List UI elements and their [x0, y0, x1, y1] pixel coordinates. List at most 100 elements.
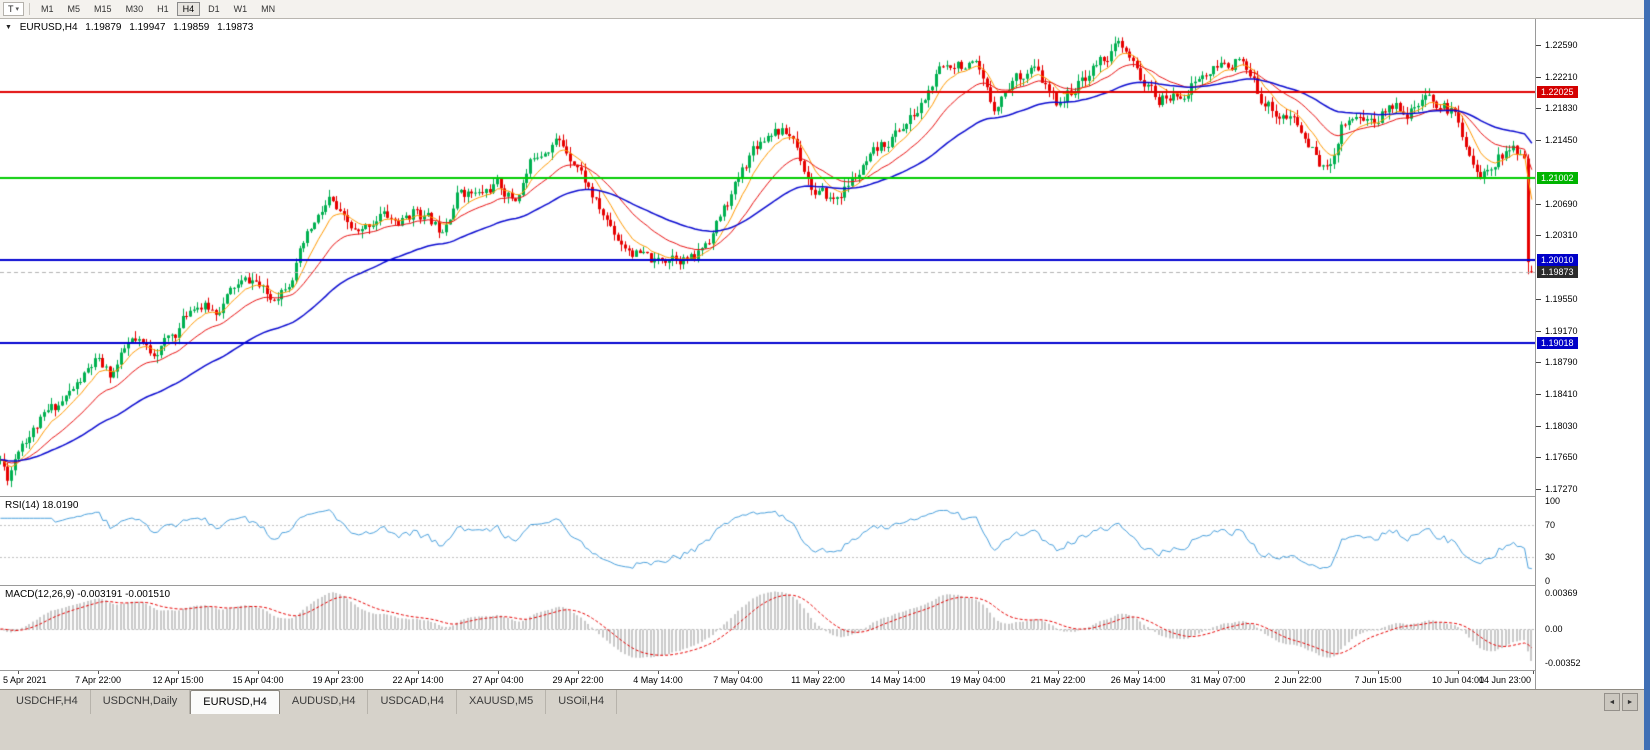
price-tick-label: 1.17650: [1545, 452, 1578, 462]
price-axis[interactable]: 1.22590 1.22210 1.21830 1.21450 1.20690 1.203…: [1535, 19, 1644, 689]
time-axis-tickmark: [1533, 671, 1534, 674]
window-border-right: [1644, 0, 1650, 750]
toolbar-separator: [29, 3, 31, 15]
timeframe-button-mn[interactable]: MN: [261, 4, 276, 14]
price-tick-label: 1.20310: [1545, 230, 1578, 240]
price-tick-label: 1.21830: [1545, 103, 1578, 113]
time-axis-tickmark: [1298, 671, 1299, 674]
time-axis-label: 14 May 14:00: [870, 675, 926, 685]
chart-tab-usoil-h4[interactable]: USOil,H4: [546, 690, 618, 714]
time-axis-tickmark: [578, 671, 579, 674]
rsi-indicator-label: RSI(14) 18.0190: [5, 500, 79, 511]
time-axis-label: 19 May 04:00: [950, 675, 1006, 685]
price-tick-label: 1.22210: [1545, 72, 1578, 82]
tab-scroll-left-button[interactable]: ◄: [1604, 693, 1620, 711]
macd-tick-label: 0.00369: [1545, 588, 1578, 598]
level-price-label: 1.22025: [1537, 86, 1578, 98]
timeframe-button-h1[interactable]: H1: [157, 4, 169, 14]
time-axis-tickmark: [738, 671, 739, 674]
time-axis-label: 10 Jun 04:00: [1431, 675, 1485, 685]
timeframe-button-m5[interactable]: M5: [67, 4, 81, 14]
chart-tab-usdcnh-daily[interactable]: USDCNH,Daily: [91, 690, 191, 714]
price-axis-tickmark: [1536, 45, 1541, 46]
main-chart-canvas[interactable]: [0, 19, 1535, 496]
time-axis-tickmark: [1218, 671, 1219, 674]
chart-tab-usdchf-h4[interactable]: USDCHF,H4: [4, 690, 91, 714]
time-axis-label: 7 Apr 22:00: [74, 675, 122, 685]
chart-tab-usdcad-h4[interactable]: USDCAD,H4: [368, 690, 458, 714]
time-axis-tickmark: [1058, 671, 1059, 674]
time-axis-tickmark: [498, 671, 499, 674]
time-axis-tickmark: [1458, 671, 1459, 674]
time-axis-label: 11 May 22:00: [791, 675, 845, 685]
timeframe-button-m15[interactable]: M15: [94, 4, 112, 14]
time-axis-tickmark: [818, 671, 819, 674]
timeframe-button-m1[interactable]: M1: [41, 4, 54, 14]
timeframe-button-h4[interactable]: H4: [176, 2, 201, 16]
price-axis-tickmark: [1536, 394, 1541, 395]
time-axis-label: 7 Jun 15:00: [1354, 675, 1402, 685]
time-axis-tickmark: [338, 671, 339, 674]
level-price-label: 1.19018: [1537, 337, 1578, 349]
price-axis-tickmark: [1536, 204, 1541, 205]
chart-template-button[interactable]: T ▾: [3, 2, 25, 16]
price-axis-tickmark: [1536, 77, 1541, 78]
time-axis-label: 4 May 14:00: [633, 675, 683, 685]
chart-symbol-label: EURUSD,H4: [19, 22, 78, 33]
time-axis-label: 5 Apr 2021: [3, 675, 47, 685]
timeframe-button-d1[interactable]: D1: [208, 4, 220, 14]
main-chart-panel: ▼ EURUSD,H4 1.19879 1.19947 1.19859 1.19…: [0, 19, 1535, 497]
rsi-tick-label: 30: [1545, 552, 1556, 562]
ohlc-low: 1.19859: [173, 22, 210, 33]
level-price-label: 1.20010: [1537, 254, 1578, 266]
macd-tick-label: -0.00352: [1545, 658, 1581, 668]
timeframe-buttons: M1 M5 M15 M30 H1 H4 D1 W1 MN: [35, 2, 281, 16]
timeframe-button-m30[interactable]: M30: [125, 4, 144, 14]
time-axis[interactable]: 5 Apr 2021 7 Apr 22:00 12 Apr 15:00 15 Apr …: [0, 671, 1535, 689]
chart-tab-row: USDCHF,H4 USDCNH,Daily EURUSD,H4 AUDUSD,H4 U…: [0, 690, 1650, 714]
time-axis-tickmark: [418, 671, 419, 674]
toolbar: T ▾ M1 M5 M15 M30 H1 H4 D1 W1 MN: [0, 0, 1650, 19]
tab-scroll-buttons: ◄ ►: [1604, 693, 1638, 711]
time-axis-tickmark: [98, 671, 99, 674]
chart-tab-audusd-h4[interactable]: AUDUSD,H4: [280, 690, 369, 714]
time-axis-tickmark: [978, 671, 979, 674]
timeframe-button-w1[interactable]: W1: [233, 4, 248, 14]
time-axis-label: 27 Apr 04:00: [472, 675, 524, 685]
chevron-down-icon: ▾: [15, 6, 20, 13]
time-axis-label: 21 May 22:00: [1030, 675, 1086, 685]
chart-tab-eurusd-h4[interactable]: EURUSD,H4: [190, 690, 280, 714]
time-axis-label: 29 Apr 22:00: [552, 675, 604, 685]
time-axis-label: 12 Apr 15:00: [152, 675, 204, 685]
time-axis-label: 22 Apr 14:00: [392, 675, 444, 685]
chart-tab-xauusd-m5[interactable]: XAUUSD,M5: [457, 690, 547, 714]
macd-canvas[interactable]: [0, 586, 1535, 670]
price-axis-tickmark: [1536, 362, 1541, 363]
price-axis-tickmark: [1536, 489, 1541, 490]
rsi-canvas[interactable]: [0, 497, 1535, 585]
price-tick-label: 1.21450: [1545, 135, 1578, 145]
price-tick-label: 1.18410: [1545, 389, 1578, 399]
chart-tabs-bar: USDCHF,H4 USDCNH,Daily EURUSD,H4 AUDUSD,H4 U…: [0, 689, 1650, 750]
price-axis-tickmark: [1536, 299, 1541, 300]
macd-indicator-label: MACD(12,26,9) -0.003191 -0.001510: [5, 589, 171, 600]
time-axis-label: 26 May 14:00: [1110, 675, 1166, 685]
price-tick-label: 1.20690: [1545, 199, 1578, 209]
time-axis-label: 14 Jun 23:00: [1478, 675, 1531, 685]
price-tick-label: 1.18030: [1545, 421, 1578, 431]
price-axis-tickmark: [1536, 108, 1541, 109]
price-axis-tickmark: [1536, 140, 1541, 141]
chart-menu-icon[interactable]: ▼: [5, 24, 12, 31]
price-tick-label: 1.17270: [1545, 484, 1578, 494]
ohlc-close: 1.19873: [217, 22, 254, 33]
time-axis-tickmark: [1138, 671, 1139, 674]
tab-scroll-right-button[interactable]: ►: [1622, 693, 1638, 711]
time-axis-label: 19 Apr 23:00: [312, 675, 364, 685]
price-axis-tickmark: [1536, 235, 1541, 236]
price-tick-label: 1.19550: [1545, 294, 1578, 304]
time-axis-tickmark: [898, 671, 899, 674]
time-axis-label: 2 Jun 22:00: [1274, 675, 1322, 685]
rsi-panel: RSI(14) 18.0190: [0, 497, 1535, 586]
price-axis-tickmark: [1536, 331, 1541, 332]
